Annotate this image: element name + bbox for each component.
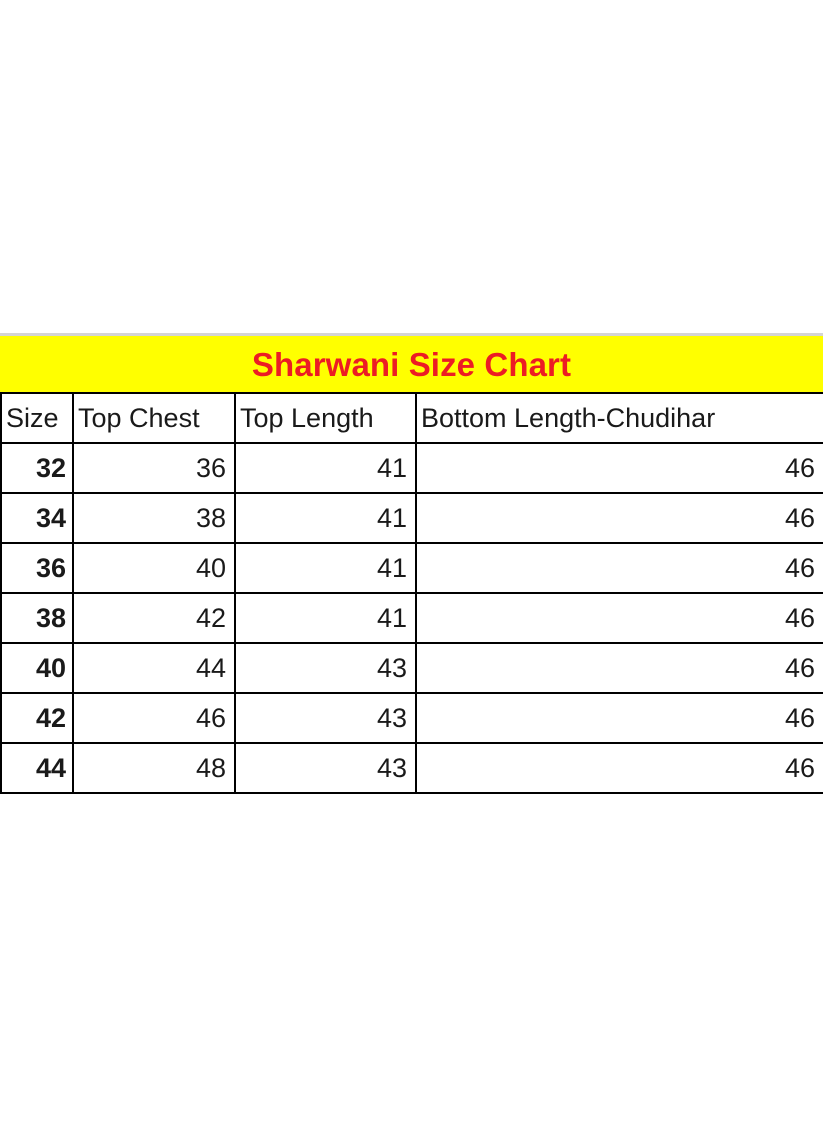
cell-top-length: 43 — [234, 692, 417, 744]
cell-size: 42 — [0, 692, 74, 744]
cell-top-length: 41 — [234, 492, 417, 544]
cell-top-length: 41 — [234, 542, 417, 594]
table-row: 32 36 41 46 — [0, 442, 823, 494]
cell-size: 32 — [0, 442, 74, 494]
cell-top-length: 41 — [234, 592, 417, 644]
column-header-top-chest: Top Chest — [72, 392, 236, 444]
table-header-row: Size Top Chest Top Length Bottom Length-… — [0, 392, 823, 444]
cell-top-length: 41 — [234, 442, 417, 494]
cell-size: 38 — [0, 592, 74, 644]
cell-bottom-length: 46 — [415, 442, 823, 494]
cell-top-chest: 42 — [72, 592, 236, 644]
cell-size: 44 — [0, 742, 74, 794]
column-header-size: Size — [0, 392, 74, 444]
cell-top-chest: 48 — [72, 742, 236, 794]
column-header-bottom-length: Bottom Length-Chudihar — [415, 392, 823, 444]
cell-top-chest: 36 — [72, 442, 236, 494]
table-row: 38 42 41 46 — [0, 592, 823, 644]
cell-bottom-length: 46 — [415, 742, 823, 794]
size-chart-table: Size Top Chest Top Length Bottom Length-… — [0, 392, 823, 794]
cell-size: 34 — [0, 492, 74, 544]
table-row: 42 46 43 46 — [0, 692, 823, 744]
cell-top-chest: 44 — [72, 642, 236, 694]
cell-bottom-length: 46 — [415, 592, 823, 644]
cell-top-length: 43 — [234, 742, 417, 794]
cell-bottom-length: 46 — [415, 692, 823, 744]
cell-top-chest: 38 — [72, 492, 236, 544]
cell-size: 40 — [0, 642, 74, 694]
cell-bottom-length: 46 — [415, 542, 823, 594]
cell-top-length: 43 — [234, 642, 417, 694]
cell-bottom-length: 46 — [415, 642, 823, 694]
table-row: 36 40 41 46 — [0, 542, 823, 594]
column-header-top-length: Top Length — [234, 392, 417, 444]
chart-title-banner: Sharwani Size Chart — [0, 336, 823, 392]
cell-top-chest: 40 — [72, 542, 236, 594]
table-row: 34 38 41 46 — [0, 492, 823, 544]
table-row: 40 44 43 46 — [0, 642, 823, 694]
table-row: 44 48 43 46 — [0, 742, 823, 794]
size-chart-block: Sharwani Size Chart Size Top Chest Top L… — [0, 336, 823, 794]
cell-bottom-length: 46 — [415, 492, 823, 544]
cell-size: 36 — [0, 542, 74, 594]
page-title: Sharwani Size Chart — [251, 345, 572, 383]
top-divider-line — [0, 333, 823, 336]
cell-top-chest: 46 — [72, 692, 236, 744]
